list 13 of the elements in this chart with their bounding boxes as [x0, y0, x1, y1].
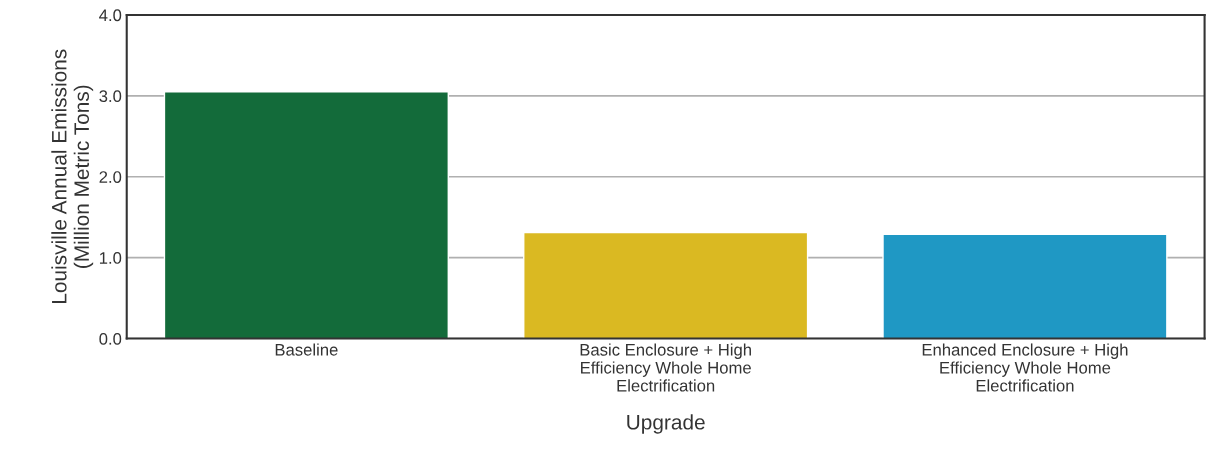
y-axis-title: Louisville Annual Emissions (Million Metric Tons): [51, 49, 94, 304]
bar: [523, 231, 809, 339]
x-axis-title: Upgrade: [627, 414, 705, 434]
x-tick-label: Baseline: [275, 343, 338, 356]
y-tick-label: 2.0: [99, 171, 122, 183]
bar: [882, 233, 1168, 339]
bar: [163, 91, 449, 339]
y-tick-label: 1.0: [99, 252, 122, 264]
x-tick-label: Basic Enclosure + High Efficiency Whole Home Electrification: [580, 343, 751, 392]
y-tick-label: 3.0: [99, 90, 122, 103]
y-tick-label: 0.0: [99, 332, 122, 345]
x-tick-label: Enhanced Enclosure + High Efficiency Whole Home Electrification: [922, 343, 1128, 392]
y-tick-label: 4.0: [99, 9, 122, 22]
